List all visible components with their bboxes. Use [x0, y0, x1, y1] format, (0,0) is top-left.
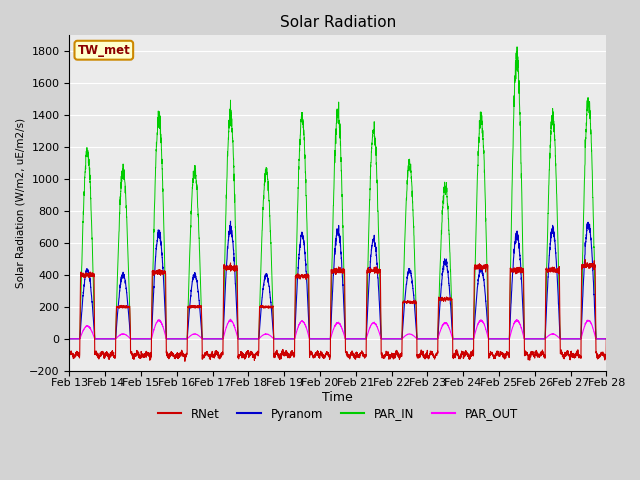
- PAR_OUT: [65, 336, 73, 342]
- PAR_OUT: [429, 336, 436, 342]
- PAR_OUT: [318, 336, 326, 342]
- PAR_IN: [513, 44, 521, 50]
- RNet: [162, 293, 170, 299]
- Pyranom: [227, 218, 234, 224]
- Legend: RNet, Pyranom, PAR_IN, PAR_OUT: RNet, Pyranom, PAR_IN, PAR_OUT: [153, 403, 523, 425]
- Title: Solar Radiation: Solar Radiation: [280, 15, 396, 30]
- PAR_IN: [162, 314, 170, 320]
- PAR_IN: [458, 336, 466, 342]
- PAR_IN: [602, 336, 610, 342]
- Line: PAR_IN: PAR_IN: [69, 47, 606, 339]
- Y-axis label: Solar Radiation (W/m2, uE/m2/s): Solar Radiation (W/m2, uE/m2/s): [15, 118, 25, 288]
- PAR_OUT: [227, 316, 234, 322]
- Pyranom: [489, 336, 497, 342]
- PAR_OUT: [162, 334, 170, 340]
- Text: TW_met: TW_met: [77, 44, 130, 57]
- Pyranom: [602, 336, 610, 342]
- PAR_IN: [318, 336, 326, 342]
- PAR_OUT: [602, 336, 609, 342]
- RNet: [181, 359, 189, 364]
- RNet: [602, 353, 610, 359]
- PAR_IN: [65, 336, 73, 342]
- PAR_IN: [488, 336, 496, 342]
- PAR_IN: [602, 336, 609, 342]
- PAR_IN: [428, 336, 436, 342]
- Pyranom: [65, 336, 73, 342]
- Pyranom: [458, 336, 466, 342]
- Pyranom: [318, 336, 326, 342]
- RNet: [458, 350, 466, 356]
- RNet: [429, 350, 436, 356]
- Pyranom: [429, 336, 436, 342]
- Line: RNet: RNet: [69, 260, 606, 361]
- RNet: [489, 351, 497, 357]
- RNet: [318, 349, 326, 355]
- RNet: [581, 257, 589, 263]
- PAR_OUT: [458, 336, 466, 342]
- Line: PAR_OUT: PAR_OUT: [69, 319, 606, 339]
- PAR_OUT: [489, 336, 497, 342]
- Line: Pyranom: Pyranom: [69, 221, 606, 339]
- X-axis label: Time: Time: [323, 391, 353, 404]
- Pyranom: [162, 325, 170, 331]
- Pyranom: [602, 336, 609, 342]
- PAR_OUT: [602, 336, 610, 342]
- RNet: [602, 336, 610, 342]
- RNet: [65, 354, 73, 360]
